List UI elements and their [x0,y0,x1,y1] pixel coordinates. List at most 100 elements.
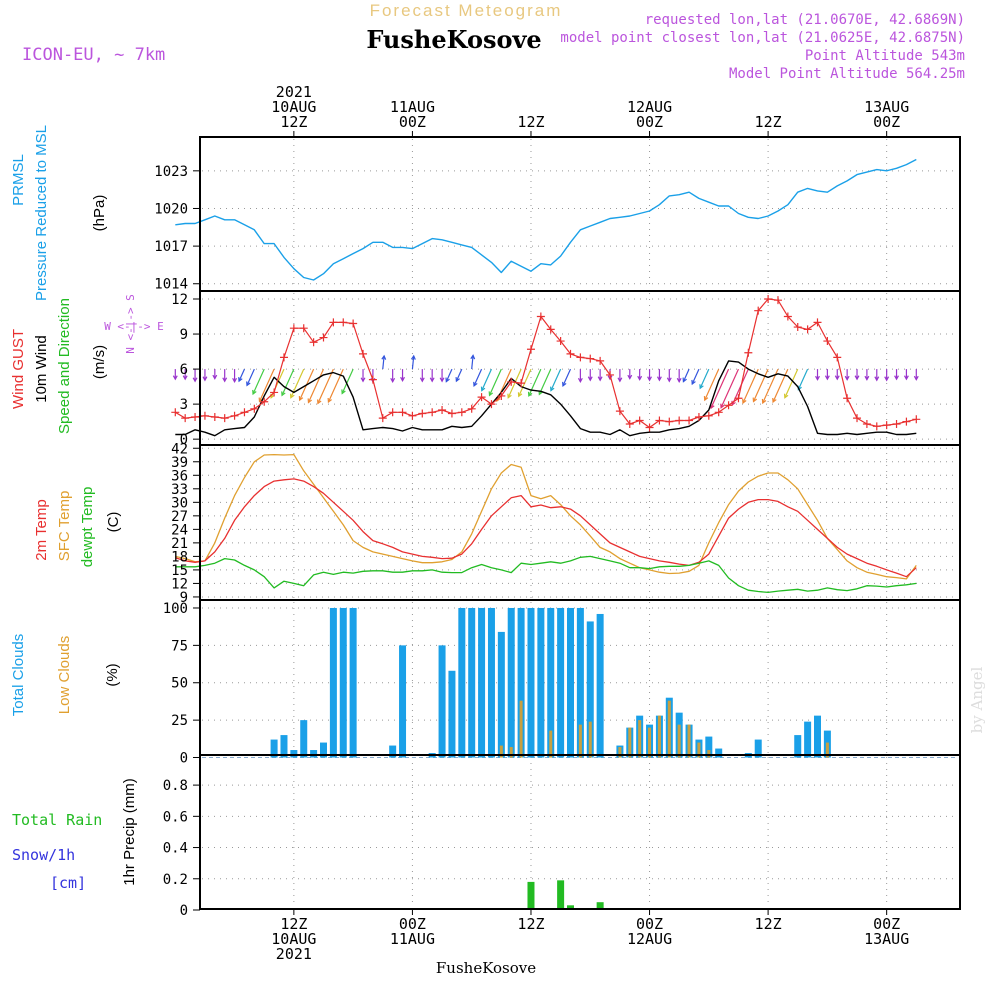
wind-gust-marker [438,405,447,414]
clouds-label-total: Total Clouds [10,634,27,717]
wind-arrow-head [703,396,709,402]
wind-arrow-head [772,397,777,404]
wind-arrow [471,355,474,370]
wind-arrow-head [212,374,218,380]
total-cloud-bar [329,607,337,758]
temp-label-dewpt: dewpt Temp [79,487,96,568]
wind-gust-marker [240,408,249,417]
top-time-label: 12Z [517,113,544,131]
total-cloud-bar [804,721,812,758]
grid-layer [202,139,958,907]
requested-coords: requested lon,lat (21.0670E, 42.6869N) [645,12,965,28]
wind-gust-marker [378,414,387,423]
bottom-time-label: 00Z [873,915,900,933]
wind-arrow [731,368,749,406]
pressure-label-prmsl: PRMSL [10,154,27,206]
wind-arrow-head [182,375,188,381]
wind-arrow [411,355,415,370]
wind-gust-marker [359,349,368,358]
wind-gust-marker [457,408,466,417]
wind-arrow [341,368,354,394]
wind-arrow-head [289,393,295,399]
temperature-tick-label: 15 [171,563,188,579]
wind-speed-line [175,360,917,437]
wind-gust-marker [645,423,654,432]
location-title: FusheKosove [366,25,541,54]
wind-arrow-head [864,375,870,381]
axis-labels: 1014101710201023036912912151821242730333… [154,83,909,963]
wind-arrow-head [341,389,346,395]
wind-arrow-head [298,396,304,402]
wind-gust-marker [279,353,288,362]
point-altitude: Point Altitude 543m [805,48,965,64]
wind-gust-marker [823,337,832,346]
wind-gust-marker [517,379,526,388]
wind-gust-marker [289,324,298,333]
pressure-tick-label: 1017 [154,239,188,255]
wind-arrow-head [172,375,178,381]
total-cloud-bar [399,645,407,758]
wind-gust-marker [220,414,229,423]
wind-arrow-head [617,377,623,383]
total-cloud-bar [389,745,397,758]
wind-label-speed-dir: Speed and Direction [56,298,73,434]
wind-arrow [238,368,246,382]
wind-arrow-head [752,397,758,403]
wind-gust-marker [210,412,219,421]
wind-arrow [784,368,799,398]
low-cloud-bar [667,700,671,758]
wind-arrow-head [562,381,567,388]
total-cloud-bar [497,631,505,758]
wind-gust-line [174,298,917,429]
low-cloud-bar [677,724,681,758]
wind-arrow-head [720,403,725,409]
pressure-label-unit: (hPa) [91,195,108,232]
low-cloud-bar [687,724,691,758]
bottom-time-label: 12Z [517,915,544,933]
wind-tick-label: 3 [180,397,188,413]
wind-gust-marker [230,411,239,420]
wind-gust-marker [408,411,417,420]
total-cloud-bar [547,607,555,758]
total-cloud-bar [438,645,446,758]
precip-axis-label: 1hr Precip (mm) [121,778,138,886]
wind-arrow-head [844,375,850,381]
wind-arrow-head [246,381,251,387]
total-cloud-bar [557,607,565,758]
precip-label-rain: Total Rain [12,811,102,829]
bottom-time-label: 00Z [636,915,663,933]
wind-arrow-head [281,391,286,397]
temperature-tick-label: 21 [171,536,188,552]
wind-gust-marker [882,421,891,430]
temperature-tick-label: 12 [171,576,188,592]
wind-frame [199,290,961,446]
wind-gust-marker [793,323,802,332]
wind-gust-marker [754,306,763,315]
wind-arrow [704,368,720,401]
wind-gust-marker [803,325,812,334]
wind-gust-marker [299,324,308,333]
wind-arrow-head [874,376,880,382]
wind-arrow [797,368,809,390]
wind-gust-marker [260,397,269,406]
wind-arrow [682,368,690,382]
wind-gust-marker [596,356,605,365]
wind-tick-label: 9 [180,327,188,343]
wind-arrow-head [470,354,476,360]
total-cloud-bar [468,607,476,758]
wind-arrow [550,368,562,391]
wind-arrow-head [419,377,425,383]
wind-arrow-head [390,377,396,384]
total-cloud-bar [270,739,278,758]
wind-gust-marker [724,401,733,410]
temperature-tick-label: 33 [171,482,188,498]
precip-tick-label: 0.6 [163,809,188,825]
total-cloud-bar [448,670,456,758]
temperature-tick-label: 18 [171,549,188,565]
wind-label-gust: Wind GUST [10,329,27,409]
wind-arrow [473,368,483,387]
rain-bar [527,881,535,910]
wind-arrow-head [473,381,478,388]
wind-arrow-head [192,377,198,383]
wind-label-10m: 10m Wind [33,335,50,403]
